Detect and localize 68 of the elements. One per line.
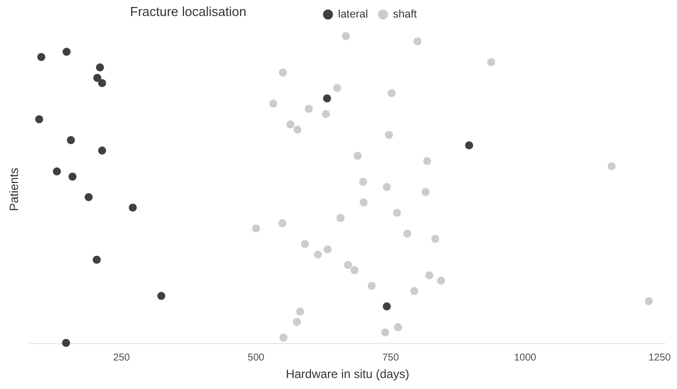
point — [66, 136, 75, 144]
point — [84, 193, 93, 202]
x-tick-label: 500 — [248, 352, 265, 364]
point — [37, 52, 46, 61]
point — [252, 224, 260, 232]
point — [388, 89, 396, 98]
point — [292, 318, 301, 326]
point — [359, 178, 368, 186]
point — [487, 58, 496, 66]
point — [62, 48, 71, 56]
point — [93, 74, 102, 82]
point — [425, 271, 434, 280]
point — [354, 152, 362, 160]
legend-title: Fracture localisation — [130, 4, 246, 19]
point — [382, 183, 391, 192]
point — [296, 308, 304, 316]
x-axis-title: Hardware in situ (days) — [286, 366, 410, 381]
point — [403, 230, 412, 238]
point — [608, 162, 616, 170]
point — [422, 188, 430, 196]
point — [300, 240, 309, 248]
point — [644, 297, 653, 306]
point — [393, 208, 402, 217]
point — [157, 292, 166, 300]
point — [304, 104, 313, 113]
point — [128, 204, 137, 212]
point — [394, 323, 402, 332]
point — [410, 287, 418, 296]
point — [278, 219, 286, 228]
point — [437, 276, 446, 285]
y-axis-title: Patients — [7, 168, 21, 212]
x-tick-label: 750 — [382, 352, 400, 364]
point — [322, 110, 330, 118]
point — [52, 167, 61, 176]
legend-label: lateral — [338, 8, 368, 20]
point — [465, 141, 474, 150]
x-tick-label: 1000 — [514, 352, 537, 364]
point — [381, 328, 390, 336]
x-tick-label: 1250 — [648, 352, 672, 364]
point — [293, 126, 302, 134]
point — [384, 130, 393, 139]
point — [279, 334, 288, 342]
point — [278, 68, 287, 77]
point — [360, 198, 368, 206]
point — [98, 79, 106, 88]
point — [368, 282, 376, 290]
point — [423, 156, 432, 165]
point — [269, 100, 278, 108]
point — [342, 32, 350, 40]
legend-label: shaft — [392, 8, 417, 20]
point — [323, 94, 332, 102]
point — [431, 234, 440, 243]
point — [382, 302, 391, 310]
point — [62, 338, 70, 347]
point — [96, 63, 104, 72]
point — [336, 214, 345, 222]
point — [333, 84, 342, 92]
point — [344, 260, 352, 269]
x-tick-label: 250 — [113, 352, 130, 364]
point — [286, 120, 294, 128]
point — [98, 146, 106, 155]
point — [350, 266, 358, 274]
point — [35, 115, 44, 124]
point — [92, 256, 101, 264]
point — [314, 250, 322, 259]
point — [324, 245, 332, 254]
point — [68, 172, 77, 181]
point — [413, 37, 422, 46]
